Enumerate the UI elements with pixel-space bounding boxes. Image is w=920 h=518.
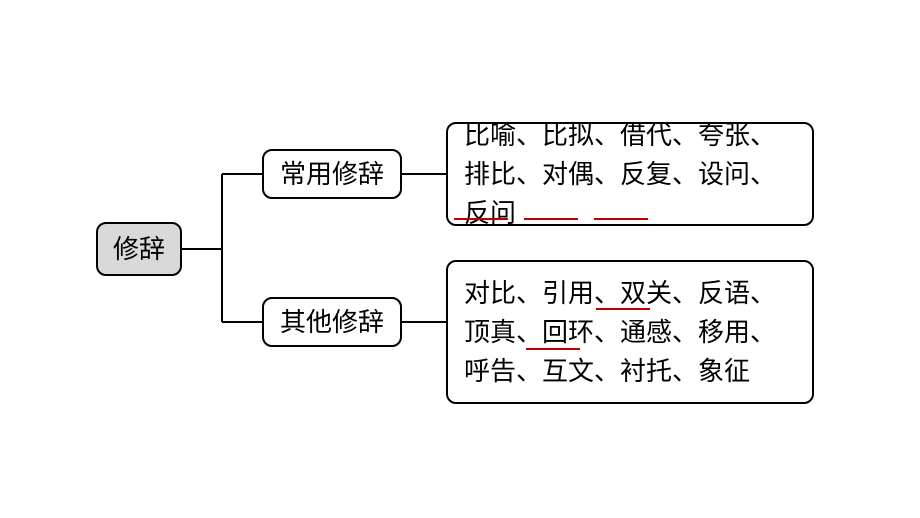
underline-accent: [526, 348, 580, 350]
branch-node-common: 常用修辞: [262, 149, 402, 199]
branch-label: 其他修辞: [280, 303, 384, 342]
root-label: 修辞: [113, 230, 165, 269]
underline-accent: [596, 308, 650, 310]
underline-accent: [524, 218, 578, 220]
branch-node-other: 其他修辞: [262, 297, 402, 347]
underline-accent: [594, 218, 648, 220]
root-node: 修辞: [96, 222, 182, 276]
leaf-label: 比喻、比拟、借代、夸张、排比、对偶、反复、设问、反问: [464, 116, 796, 233]
branch-label: 常用修辞: [280, 155, 384, 194]
underline-accent: [454, 218, 508, 220]
leaf-label: 对比、引用、双关、反语、顶真、回环、通感、移用、呼告、互文、衬托、象征: [464, 274, 796, 391]
leaf-node-other-list: 对比、引用、双关、反语、顶真、回环、通感、移用、呼告、互文、衬托、象征: [446, 260, 814, 404]
leaf-node-common-list: 比喻、比拟、借代、夸张、排比、对偶、反复、设问、反问: [446, 122, 814, 226]
diagram-container: 修辞 常用修辞 其他修辞 比喻、比拟、借代、夸张、排比、对偶、反复、设问、反问 …: [0, 0, 920, 518]
